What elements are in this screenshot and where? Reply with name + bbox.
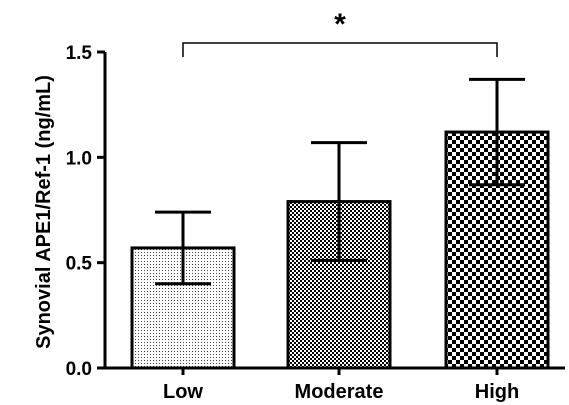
- y-tick-label: 0.5: [66, 254, 93, 275]
- x-tick-label: Moderate: [295, 381, 384, 403]
- y-tick-label: 1.5: [66, 43, 93, 64]
- significance-bracket: [182, 42, 498, 57]
- significance-label: *: [334, 8, 346, 41]
- x-tick-label: High: [475, 381, 519, 403]
- y-tick-label: 1.0: [66, 148, 92, 169]
- y-axis: 0.0 0.5 1.0 1.5: [66, 43, 107, 380]
- x-axis: Low Moderate High: [103, 366, 565, 403]
- error-bars-group: [155, 77, 525, 286]
- x-tick-label: Low: [163, 381, 203, 403]
- y-tick-label: 0.0: [66, 359, 92, 380]
- y-axis-title: Synovial APE1/Ref-1 (ng/mL): [33, 75, 55, 349]
- significance-bracket-group: *: [182, 8, 498, 57]
